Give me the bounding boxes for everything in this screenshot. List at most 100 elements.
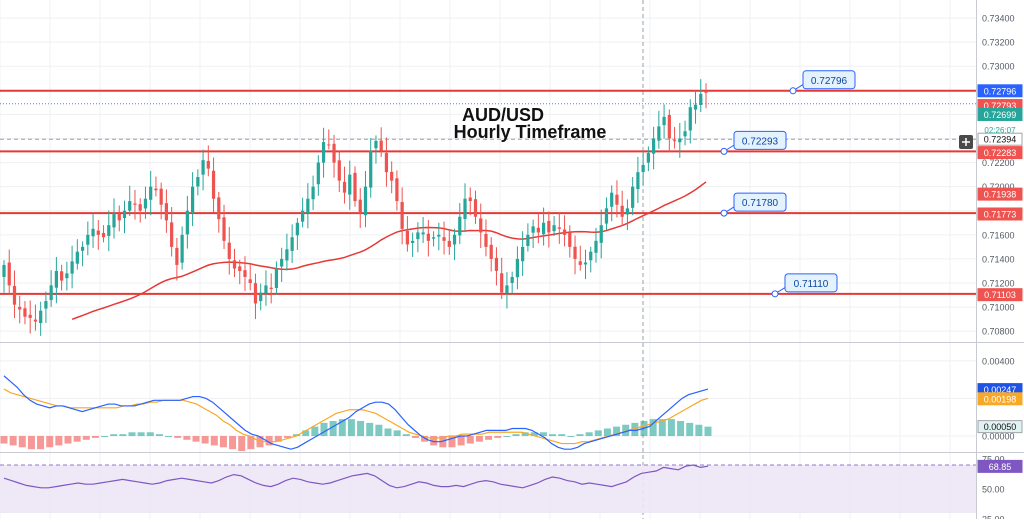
macd-histogram-bar <box>18 436 26 448</box>
candle-body <box>421 232 425 235</box>
candle-body <box>437 234 441 237</box>
price-tag-label: 0.72793 <box>984 101 1017 111</box>
macd-histogram-bar <box>366 422 374 437</box>
macd-histogram-bar <box>530 432 538 437</box>
macd-histogram-bar <box>91 436 99 438</box>
candle-body <box>44 301 48 309</box>
callout-label: 0.72796 <box>811 76 848 87</box>
callout-box <box>802 70 856 90</box>
macd-histogram-bar <box>357 420 365 437</box>
macd-histogram-bar <box>247 436 255 450</box>
y-axis-tick-label: 0.00400 <box>982 356 1015 366</box>
macd-histogram-bar <box>338 419 346 437</box>
macd-histogram-bar <box>393 430 401 437</box>
macd-histogram-bar <box>512 434 520 437</box>
macd-histogram-bar <box>201 436 209 444</box>
callout-anchor <box>771 290 779 298</box>
countdown-timer: 02:26:07 <box>984 126 1016 135</box>
candle-body <box>133 203 137 205</box>
candle-body <box>562 229 567 235</box>
candle-body <box>604 208 609 224</box>
macd-histogram-bar <box>347 419 355 437</box>
price-tag-label: 0.72699 <box>984 110 1017 120</box>
macd-histogram-bar <box>101 436 109 438</box>
macd-histogram-bar <box>329 420 337 437</box>
candle-body <box>521 246 525 262</box>
macd-histogram-bar <box>686 422 694 437</box>
candle-body <box>620 205 624 217</box>
candle-body <box>2 264 6 277</box>
candle-body <box>416 232 420 240</box>
price-tag-box <box>977 288 1023 302</box>
chart-subtitle: Hourly Timeframe <box>454 122 607 142</box>
price-tag-label: 0.72283 <box>984 148 1017 158</box>
candle-body <box>568 232 572 247</box>
candle-body <box>91 228 95 237</box>
candle-body <box>311 186 315 200</box>
candle-body <box>615 194 619 205</box>
candle-body <box>589 251 593 261</box>
y-axis-tick-label: 0.73000 <box>982 62 1015 72</box>
macd-histogram-bar <box>9 436 17 446</box>
macd-histogram-bar <box>174 436 182 438</box>
candle-body <box>217 197 221 220</box>
candle-body <box>473 199 478 217</box>
macd-histogram-bar <box>274 436 282 442</box>
candle-body <box>594 240 598 253</box>
price-tag-label: 0.71938 <box>984 190 1017 200</box>
callout-box <box>784 273 838 293</box>
macd-histogram-bar <box>375 424 383 437</box>
candle-body <box>300 210 305 222</box>
candle-body <box>657 126 661 141</box>
macd-histogram-bar <box>613 426 621 437</box>
macd-line <box>3 375 709 450</box>
candle-body <box>578 261 582 265</box>
candle-body <box>494 257 499 271</box>
macd-histogram-bar <box>695 424 703 437</box>
candle-body <box>431 237 436 239</box>
callout-anchor <box>720 209 728 217</box>
candle-body <box>369 150 373 188</box>
macd-histogram-bar <box>494 436 502 438</box>
candle-body <box>264 285 268 294</box>
candle-body <box>222 217 226 241</box>
candle-body <box>348 174 352 195</box>
candle-body <box>327 144 331 146</box>
candle-body <box>500 273 504 293</box>
candle-body <box>631 186 635 208</box>
callout-label: 0.71780 <box>742 198 779 209</box>
macd-histogram-bar <box>549 434 557 437</box>
candle-body <box>353 172 357 202</box>
candle-body <box>185 210 189 235</box>
macd-histogram-bar <box>110 434 118 437</box>
crosshair-add-button[interactable] <box>959 135 973 149</box>
candle-body <box>526 234 530 247</box>
candle-body <box>238 266 242 271</box>
candle-body <box>196 177 200 187</box>
callout-label: 0.72293 <box>742 136 779 147</box>
candle-body <box>337 160 341 181</box>
candle-body <box>154 188 158 191</box>
candle-body <box>149 186 153 200</box>
candle-body <box>170 222 174 247</box>
candle-body <box>259 292 263 302</box>
candle-body <box>107 225 111 236</box>
candle-body <box>39 310 43 324</box>
candle-body <box>232 260 237 269</box>
callout-label: 0.71110 <box>794 279 829 290</box>
candle-body <box>625 208 630 215</box>
price-tag-label: 0.72796 <box>984 86 1017 96</box>
price-tag-label: 0.71103 <box>984 290 1016 300</box>
macd-histogram-bar <box>594 430 602 437</box>
price-tag-box <box>977 107 1023 121</box>
candle-body <box>143 198 148 209</box>
macd-histogram-bar <box>311 426 319 437</box>
candle-body <box>28 314 32 318</box>
candle-body <box>442 237 446 241</box>
y-axis-tick-label: 50.00 <box>982 485 1005 495</box>
callout-box <box>733 192 787 212</box>
rsi-line <box>3 464 709 489</box>
candle-body <box>321 142 326 163</box>
y-axis-tick-label: 0.71000 <box>982 303 1015 313</box>
candle-body <box>458 216 462 236</box>
